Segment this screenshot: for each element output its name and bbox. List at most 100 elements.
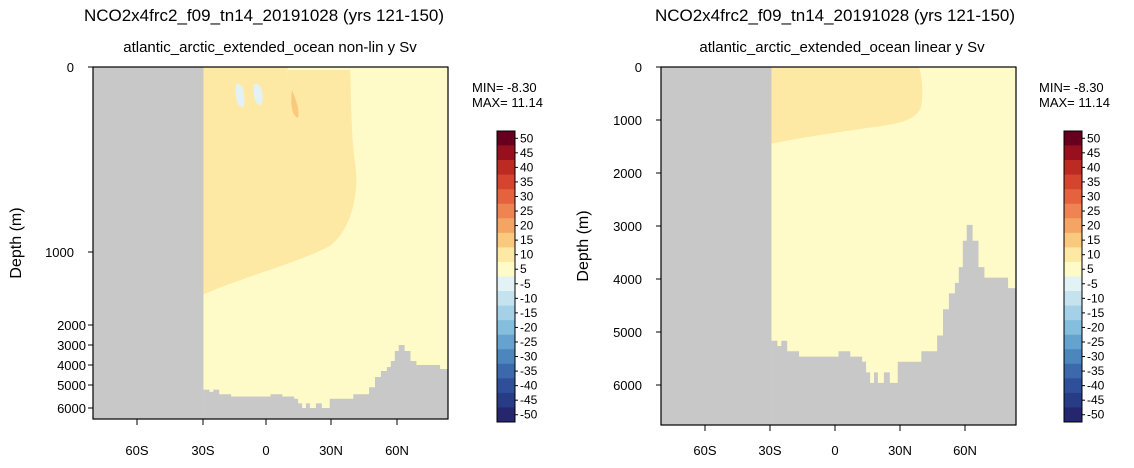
land-sea-floor [771, 224, 1016, 425]
plot-area [660, 66, 1017, 426]
colorbar-label: -35 [520, 364, 538, 378]
colorbar-swatch [497, 247, 515, 263]
colorbar-label: 45 [520, 146, 534, 160]
colorbar-label: -25 [520, 335, 538, 349]
y-tick-label: 1000 [45, 245, 74, 260]
y-tick-label: 6000 [57, 401, 86, 416]
colorbar-label: -50 [1087, 408, 1105, 422]
chart-subtitle: atlantic_arctic_extended_ocean non-lin y… [123, 39, 417, 56]
y-tick-label: 4000 [57, 358, 86, 373]
plot-area [92, 66, 449, 420]
y-tick-label: 3000 [57, 338, 86, 353]
colorbar-swatch [1064, 218, 1082, 234]
colorbar-label: 15 [1087, 233, 1101, 247]
colorbar-label: 10 [1087, 248, 1101, 262]
colorbar-swatch [1064, 349, 1082, 365]
chart-title: NCO2x4frc2_f09_tn14_20191028 (yrs 121-15… [655, 6, 1015, 25]
y-axis: Depth (m) 0 1000 2000 3000 4000 5000 600… [8, 60, 93, 416]
colorbar-swatch [1064, 232, 1082, 248]
y-tick-label: 2000 [57, 318, 86, 333]
colorbar-swatch [497, 203, 515, 219]
y-tick-label: 0 [635, 60, 642, 75]
chart-subtitle: atlantic_arctic_extended_ocean linear y … [699, 39, 985, 56]
colorbar-swatch [497, 378, 515, 394]
y-tick-label: 5000 [57, 378, 86, 393]
colorbar-label: 25 [1087, 204, 1101, 218]
contour-negative-cell-1 [235, 83, 245, 107]
colorbar-swatch [1064, 145, 1082, 161]
colorbar: 5045403530252015105-5-10-15-20-25-30-35-… [1063, 130, 1105, 423]
y-tick-label: 0 [67, 60, 74, 75]
land-mask [93, 67, 448, 419]
plot-frame [92, 66, 449, 420]
colorbar-swatch [1064, 363, 1082, 379]
colorbar-label: -50 [520, 408, 538, 422]
plot-frame [660, 66, 1017, 426]
colorbar: 5045403530252015105-5-10-15-20-25-30-35-… [496, 130, 538, 423]
colorbar-label: -25 [1087, 335, 1105, 349]
x-tick-label: 30N [319, 443, 343, 458]
colorbar-swatch [497, 189, 515, 205]
colorbar-label: 50 [1087, 131, 1101, 145]
contour-positive-5-10-north [193, 70, 357, 300]
colorbar-swatch [497, 363, 515, 379]
y-tick-label: 2000 [613, 166, 642, 181]
colorbar-swatch [1064, 320, 1082, 335]
colorbar-label: 45 [1087, 146, 1101, 160]
colorbar-label: 35 [520, 175, 534, 189]
chart-title: NCO2x4frc2_f09_tn14_20191028 (yrs 121-15… [84, 6, 444, 25]
colorbar-label: 35 [1087, 175, 1101, 189]
y-axis-label: Depth (m) [575, 210, 592, 281]
colorbar-label: 40 [1087, 160, 1101, 174]
colorbar-label: 30 [1087, 189, 1101, 203]
colorbar-swatch [497, 174, 515, 190]
chart-panel-nonlinear: NCO2x4frc2_f09_tn14_20191028 (yrs 121-15… [0, 0, 567, 463]
colorbar-label: -35 [1087, 364, 1105, 378]
colorbar-label: 30 [520, 189, 534, 203]
x-tick-label: 60N [953, 443, 977, 458]
x-tick-label: 0 [262, 443, 269, 458]
land-west-continent [661, 67, 772, 425]
colorbar-label: -5 [520, 277, 531, 291]
colorbar-swatch [497, 392, 515, 408]
colorbar-swatch [497, 160, 515, 175]
x-tick-label: 60S [693, 443, 716, 458]
colorbar-label: 40 [520, 160, 534, 174]
colorbar-label: 5 [520, 262, 527, 276]
colorbar-swatch [1064, 174, 1082, 190]
colorbar-swatch [497, 407, 515, 423]
colorbar-swatch [1064, 276, 1082, 292]
colorbar-swatch [1064, 261, 1082, 277]
chart-svg-linear: NCO2x4frc2_f09_tn14_20191028 (yrs 121-15… [575, 6, 1110, 458]
colorbar-label: -10 [520, 291, 538, 305]
colorbar-frame [496, 130, 516, 423]
chart-svg-nonlinear: NCO2x4frc2_f09_tn14_20191028 (yrs 121-15… [8, 6, 543, 458]
colorbar-swatch [1064, 247, 1082, 263]
colorbar-label: -45 [520, 393, 538, 407]
colorbar-swatch [1064, 203, 1082, 219]
colorbar-swatch [1064, 378, 1082, 394]
max-label: MAX= 11.14 [472, 95, 543, 110]
y-axis: Depth (m) 0 1000 2000 3000 4000 5000 600… [575, 60, 661, 393]
x-tick-label: 60S [125, 443, 148, 458]
land-west-continent [93, 67, 204, 419]
colorbar-swatch [497, 218, 515, 234]
colorbar-swatch [497, 305, 515, 321]
colorbar-label: 10 [520, 248, 534, 262]
colorbar-swatch [1064, 334, 1082, 350]
colorbar-swatch [497, 320, 515, 335]
colorbar-label: -20 [520, 320, 538, 334]
colorbar-label: -10 [1087, 291, 1105, 305]
colorbar-frame [1063, 130, 1083, 423]
colorbar-label: -45 [1087, 393, 1105, 407]
y-tick-label: 5000 [613, 325, 642, 340]
x-tick-label: 30N [888, 443, 912, 458]
colorbar-swatch [497, 349, 515, 365]
colorbar-swatch [1064, 392, 1082, 408]
colorbar-label: 20 [520, 219, 534, 233]
y-tick-label: 4000 [613, 272, 642, 287]
colorbar-label: 50 [520, 131, 534, 145]
colorbar-swatch [497, 131, 515, 146]
colorbar-label: 25 [520, 204, 534, 218]
colorbar-swatch [1064, 305, 1082, 321]
